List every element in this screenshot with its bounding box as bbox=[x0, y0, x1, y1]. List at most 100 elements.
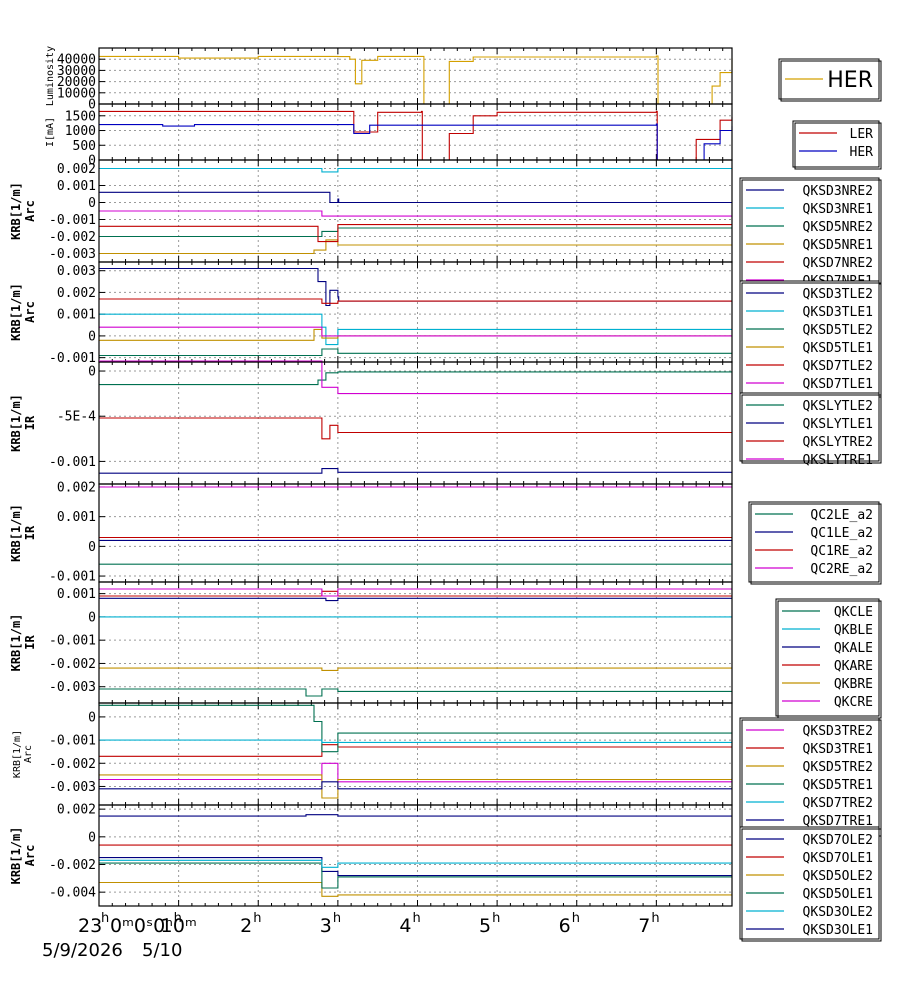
date-label: 5/9/2026 bbox=[42, 940, 123, 961]
panel-frame bbox=[98, 702, 733, 806]
x-tick-label: 5 bbox=[479, 915, 491, 937]
y-tick-label: -0.003 bbox=[49, 680, 96, 695]
y-tick-label: 1500 bbox=[65, 109, 96, 124]
series-line-qkslytre1 bbox=[99, 360, 732, 395]
legend-label: QKSD7TLE2 bbox=[803, 359, 873, 374]
legend-label: QKSD7TRE2 bbox=[803, 796, 873, 811]
legend-box bbox=[739, 826, 880, 940]
legend-label: QKSD5OLE2 bbox=[803, 869, 873, 884]
legend-label: QKSD7TLE1 bbox=[803, 377, 873, 392]
x-tick-sup: h bbox=[333, 911, 341, 926]
series-line-qkslytle1 bbox=[99, 468, 732, 474]
x-tick-sup: h bbox=[253, 911, 261, 926]
x-tick-label: 7 bbox=[638, 915, 650, 937]
y-tick-label: 0 bbox=[88, 710, 96, 725]
series-line-her bbox=[99, 55, 733, 105]
panel-frame bbox=[98, 483, 733, 583]
y-tick-label: 0 bbox=[88, 154, 96, 169]
legend-label: QKSD5TRE2 bbox=[803, 760, 873, 775]
y-axis-label: Luminosity bbox=[45, 46, 56, 106]
legend-shadow bbox=[750, 503, 882, 585]
series-line-qksd7tle2 bbox=[99, 298, 732, 304]
y-axis-label: Arc bbox=[23, 200, 37, 222]
panel-frame bbox=[98, 804, 733, 907]
legend-label: QKSD5NRE2 bbox=[803, 220, 873, 235]
legend-shadow bbox=[780, 60, 882, 102]
y-tick-label: 500 bbox=[73, 139, 96, 154]
y-axis-label: KRB[1/m] bbox=[9, 827, 23, 885]
x-tick-label: 6 bbox=[559, 915, 571, 937]
legend-label: QC1LE_a2 bbox=[810, 526, 873, 541]
y-tick-label: 0.002 bbox=[57, 803, 96, 818]
x-tick-label: 4 bbox=[399, 915, 411, 937]
legend-box bbox=[748, 501, 880, 583]
legend-5: QKSLYTLE2 QKSLYTLE1 QKSLYTRE2 QKSLYTRE1 bbox=[739, 392, 882, 468]
legend-label: QKSD3TRE2 bbox=[803, 724, 873, 739]
y-axis-label: KRB[1/m] bbox=[9, 283, 23, 341]
series-line-qkale bbox=[99, 597, 732, 602]
legend-label: QKSD3TRE1 bbox=[803, 742, 873, 757]
y-tick-label: -0.001 bbox=[49, 351, 96, 366]
legend-label: QKSLYTLE1 bbox=[803, 417, 873, 432]
y-tick-label: 0 bbox=[88, 98, 96, 113]
panel-9: 0.002 0 -0.002 -0.004 KRB[1/m] Arc bbox=[9, 803, 733, 907]
legend-shadow bbox=[794, 122, 882, 170]
y-tick-label: 0.003 bbox=[57, 264, 96, 279]
legend-label: QKSD5TRE1 bbox=[803, 778, 873, 793]
legend-label: QKSD5TLE2 bbox=[803, 323, 873, 338]
y-tick-label: 0.001 bbox=[57, 308, 96, 323]
legend-7: QKCLE QKBLE QKALE QKARE QKBRE QKCRE bbox=[775, 598, 882, 719]
y-tick-label: 0 bbox=[88, 830, 96, 845]
x-tick-label: 1 bbox=[161, 915, 173, 937]
y-tick-label: 0 bbox=[88, 196, 96, 211]
legend-label: QKCRE bbox=[834, 695, 873, 710]
y-tick-label: -5E-4 bbox=[57, 410, 96, 425]
series-line-qkslytre2 bbox=[99, 417, 732, 440]
legend-label: QKSD5TLE1 bbox=[803, 341, 873, 356]
y-tick-label: 0.001 bbox=[57, 510, 96, 525]
legend-label: QKBRE bbox=[834, 677, 873, 692]
legend-label: QKSD7OLE2 bbox=[803, 833, 873, 848]
series-line-qksd3tre1 bbox=[99, 744, 732, 757]
panel-5: 0 -5E-4 -0.001 KRB[1/m] IR bbox=[9, 360, 733, 485]
date-label: 5/10 bbox=[142, 940, 182, 961]
legend-3: QKSD3NRE2 QKSD3NRE1 QKSD5NRE2 QKSD5NRE1 QKSD… bbox=[739, 177, 882, 289]
series-line-ler bbox=[99, 110, 733, 161]
legend-label: QKSD5OLE1 bbox=[803, 887, 873, 902]
y-tick-label: 0 bbox=[88, 329, 96, 344]
series-line-her bbox=[99, 123, 733, 161]
legend-2: LER HER bbox=[792, 120, 882, 170]
y-tick-label: 40000 bbox=[57, 53, 96, 68]
series-line-qksd5nre2 bbox=[99, 227, 732, 238]
y-axis-label: KRB[1/m] bbox=[9, 182, 23, 240]
legend-label: HER bbox=[827, 68, 873, 93]
y-tick-label: -0.002 bbox=[49, 657, 96, 672]
y-axis-label: I[mA] bbox=[45, 117, 56, 147]
series-line-qksd5tre2 bbox=[99, 774, 732, 799]
legend-label: QKSD3OLE1 bbox=[803, 923, 873, 938]
x-tick-label: 2 bbox=[240, 915, 252, 937]
y-tick-label: 0 bbox=[88, 540, 96, 555]
y-tick-label: 0.002 bbox=[57, 480, 96, 495]
series-line-qksd5ole1 bbox=[99, 862, 732, 889]
x-tick-label: 3 bbox=[320, 915, 332, 937]
legend-label: QKSLYTRE1 bbox=[803, 453, 873, 468]
legend-4: QKSD3TLE2 QKSD3TLE1 QKSD5TLE2 QKSD5TLE1 QKSD… bbox=[739, 280, 882, 398]
legend-label: QC2RE_a2 bbox=[810, 562, 873, 577]
legend-box bbox=[792, 120, 880, 168]
y-tick-label: 0 bbox=[88, 610, 96, 625]
y-tick-label: -0.001 bbox=[49, 213, 96, 228]
y-tick-label: 1000 bbox=[65, 124, 96, 139]
y-tick-label: 0.001 bbox=[57, 179, 96, 194]
panel-6: 0.002 0.001 0 -0.001 KRB[1/m] IR bbox=[9, 480, 733, 585]
legend-1: HER bbox=[778, 58, 882, 102]
x-tick-sup: h bbox=[174, 911, 182, 926]
legend-label: LER bbox=[850, 127, 874, 142]
y-tick-label: -0.002 bbox=[49, 858, 96, 873]
legend-label: QKSD5NRE1 bbox=[803, 238, 873, 253]
legend-label: QKSD3NRE1 bbox=[803, 202, 873, 217]
legend-box bbox=[739, 392, 880, 462]
